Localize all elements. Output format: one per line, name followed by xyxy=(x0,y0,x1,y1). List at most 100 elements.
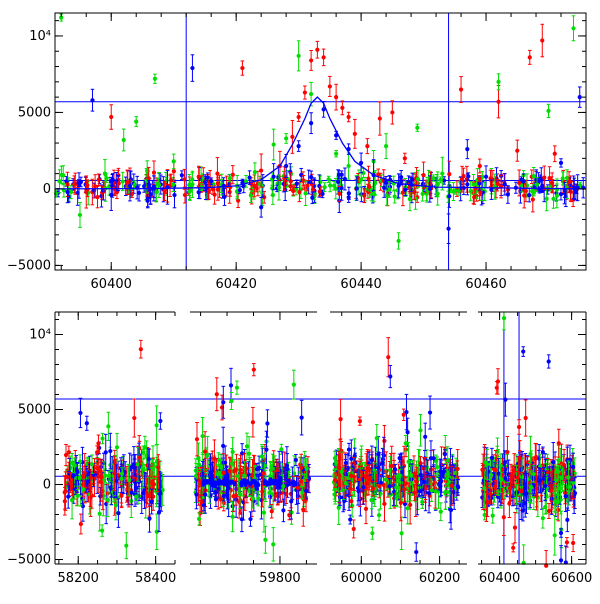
data-point xyxy=(301,179,305,183)
data-point xyxy=(384,181,388,185)
data-point xyxy=(228,176,232,180)
data-point xyxy=(85,421,89,425)
data-point xyxy=(565,176,569,180)
data-point xyxy=(116,511,120,515)
data-point xyxy=(297,54,301,58)
data-point xyxy=(153,77,157,81)
data-point xyxy=(234,493,238,497)
data-point xyxy=(285,464,289,468)
data-point xyxy=(107,474,111,478)
data-point xyxy=(303,191,307,195)
data-point xyxy=(553,152,557,156)
data-point xyxy=(243,474,247,478)
data-point xyxy=(203,493,207,497)
data-point xyxy=(100,436,104,440)
x-tick-label: 60400 xyxy=(91,277,132,292)
data-point xyxy=(289,499,293,503)
data-point xyxy=(197,175,201,179)
data-point xyxy=(578,95,582,99)
data-point xyxy=(152,482,156,486)
data-point xyxy=(106,424,110,428)
data-point xyxy=(528,55,532,59)
data-point xyxy=(147,457,151,461)
data-point xyxy=(212,457,216,461)
data-point xyxy=(245,444,249,448)
data-point xyxy=(264,447,268,451)
data-point xyxy=(228,469,232,473)
y-tick-label: 5000 xyxy=(18,105,51,120)
data-point xyxy=(367,185,371,189)
data-point xyxy=(358,419,362,423)
data-point xyxy=(248,517,252,521)
data-point xyxy=(155,423,159,427)
data-point xyxy=(120,472,124,476)
data-point xyxy=(68,481,72,485)
data-point xyxy=(260,454,264,458)
data-point xyxy=(408,503,412,507)
data-point xyxy=(103,172,107,176)
data-point xyxy=(229,399,233,403)
data-point xyxy=(327,177,331,181)
data-point xyxy=(75,470,79,474)
data-point xyxy=(465,147,469,151)
data-point xyxy=(303,90,307,94)
data-point xyxy=(252,184,256,188)
data-point xyxy=(86,479,90,483)
data-point xyxy=(140,466,144,470)
data-point xyxy=(251,420,255,424)
data-point xyxy=(81,487,85,491)
data-point xyxy=(240,517,244,521)
data-point xyxy=(384,144,388,148)
data-point xyxy=(108,449,112,453)
data-point xyxy=(95,195,99,199)
data-point xyxy=(542,176,546,180)
data-point xyxy=(143,445,147,449)
data-point xyxy=(403,156,407,160)
data-point xyxy=(309,175,313,179)
data-point xyxy=(156,465,160,469)
data-point xyxy=(309,92,313,96)
data-point xyxy=(365,144,369,148)
data-point xyxy=(546,109,550,113)
data-point xyxy=(311,188,315,192)
data-point xyxy=(229,383,233,387)
data-point xyxy=(436,192,440,196)
data-point xyxy=(277,185,281,189)
data-point xyxy=(172,193,176,197)
data-point xyxy=(98,512,102,516)
data-point xyxy=(272,142,276,146)
data-point xyxy=(90,462,94,466)
x-tick-label: 60460 xyxy=(465,277,506,292)
data-point xyxy=(545,197,549,201)
data-point xyxy=(299,479,303,483)
data-point xyxy=(527,193,531,197)
data-point xyxy=(183,193,187,197)
data-point xyxy=(152,171,156,175)
data-point xyxy=(328,84,332,88)
data-point xyxy=(531,197,535,201)
data-point xyxy=(215,392,219,396)
data-point xyxy=(532,191,536,195)
data-point xyxy=(515,149,519,153)
data-point xyxy=(214,490,218,494)
data-point xyxy=(300,491,304,495)
data-point xyxy=(95,450,99,454)
data-point xyxy=(249,193,253,197)
data-point xyxy=(147,176,151,180)
data-point xyxy=(260,460,264,464)
data-point xyxy=(334,187,338,191)
data-point xyxy=(412,190,416,194)
data-point xyxy=(146,484,150,488)
data-point xyxy=(334,152,338,156)
data-point xyxy=(393,194,397,198)
data-point xyxy=(406,430,410,434)
data-point xyxy=(147,494,151,498)
data-point xyxy=(297,190,301,194)
data-point xyxy=(147,517,151,521)
data-point xyxy=(71,473,75,477)
data-point xyxy=(347,164,351,168)
data-point xyxy=(57,179,61,183)
data-point xyxy=(299,173,303,177)
